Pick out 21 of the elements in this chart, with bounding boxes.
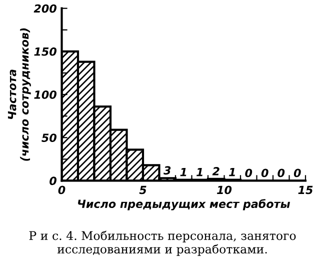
- data-label: 3: [164, 166, 171, 175]
- y-axis-title: Частота (число сотрудников): [8, 28, 31, 161]
- data-label: 1: [196, 168, 202, 176]
- text: Р и с. 4. Мобильность персонала, занятого исследованиями и разработками.: [29, 230, 296, 256]
- data-label: 0: [278, 168, 285, 178]
- data-label: 1: [228, 168, 235, 176]
- data-label: 0: [294, 168, 301, 178]
- x-tick-label: 0: [58, 186, 66, 194]
- data-label: 2: [212, 167, 220, 176]
- y-tick-label: 0: [50, 176, 56, 186]
- x-tick-label: 10: [216, 186, 232, 194]
- data-label: 1: [180, 168, 186, 176]
- data-label: 0: [261, 168, 268, 178]
- y-tick-label: 150: [34, 47, 56, 56]
- x-tick-label: 15: [298, 186, 313, 194]
- data-label: 0: [245, 168, 252, 178]
- y-tick-label: 100: [34, 90, 56, 99]
- x-axis-title: Число предыдущих мест работы: [78, 199, 290, 210]
- y-tick-label: 200: [34, 4, 56, 13]
- y-tick-label: 50: [42, 134, 56, 142]
- x-tick-label: 5: [139, 186, 146, 194]
